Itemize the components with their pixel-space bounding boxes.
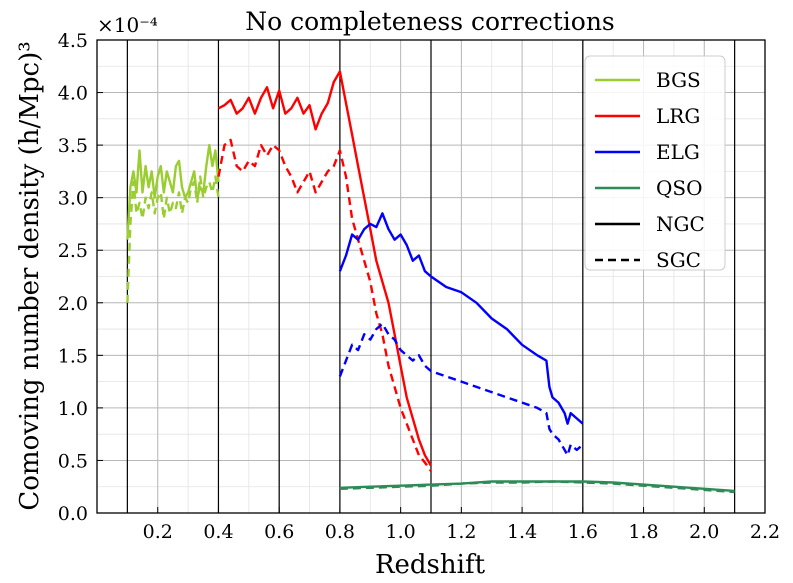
x-tick-label: 1.2 <box>446 521 476 543</box>
x-axis-label: Redshift <box>375 550 486 580</box>
y-tick-label: 0.0 <box>58 503 88 525</box>
plot-frame <box>96 39 766 514</box>
legend-label-lrg: LRG <box>656 104 700 128</box>
x-tick-label: 2.2 <box>750 521 780 543</box>
x-tick-label: 0.4 <box>203 521 233 543</box>
legend-label-bgs: BGS <box>656 68 701 92</box>
chart-title: No completeness corrections <box>245 7 615 36</box>
x-tick-label: 0.6 <box>264 521 294 543</box>
y-tick-label: 4.5 <box>58 30 88 52</box>
legend-label-sgc: SGC <box>656 248 701 272</box>
series-elg-ngc <box>338 212 584 425</box>
y-axis-label: Comoving number density (h/Mpc)³ <box>15 41 45 510</box>
y-tick-label: 2.5 <box>58 240 88 262</box>
series-lines <box>126 70 735 494</box>
x-tick-label: 1.0 <box>386 521 416 543</box>
y-tick-label: 2.0 <box>58 293 88 315</box>
y-multiplier: ×10⁻⁴ <box>97 13 158 37</box>
x-tick-label: 0.2 <box>143 521 173 543</box>
x-tick-label: 0.8 <box>325 521 355 543</box>
ticks: 0.2 0.4 0.6 0.8 1.0 1.2 1.4 1.6 1.8 2.0 2.2 0.0 0.5 1… <box>58 30 780 543</box>
series-bgs-sgc <box>126 175 220 303</box>
legend-label-qso: QSO <box>656 176 703 200</box>
y-tick-label: 1.0 <box>58 398 88 420</box>
y-tick-label: 3.5 <box>58 135 88 157</box>
legend-box <box>584 55 726 271</box>
x-tick-label: 2.0 <box>689 521 719 543</box>
y-tick-label: 3.0 <box>58 188 88 210</box>
series-lrg-sgc <box>217 138 432 472</box>
legend-label-ngc: NGC <box>656 212 705 236</box>
y-tick-label: 0.5 <box>58 450 88 472</box>
x-tick-label: 1.8 <box>628 521 658 543</box>
series-qso-sgc <box>339 480 735 494</box>
x-tick-label: 1.4 <box>507 521 537 543</box>
legend: BGS LRG ELG QSO NGC SGC <box>584 55 726 272</box>
series-elg-sgc <box>338 322 584 457</box>
vertical-boundary-lines <box>126 40 736 513</box>
x-tick-label: 1.6 <box>568 521 598 543</box>
legend-label-elg: ELG <box>656 140 700 164</box>
y-tick-label: 1.5 <box>58 345 88 367</box>
y-tick-label: 4.0 <box>58 83 88 105</box>
